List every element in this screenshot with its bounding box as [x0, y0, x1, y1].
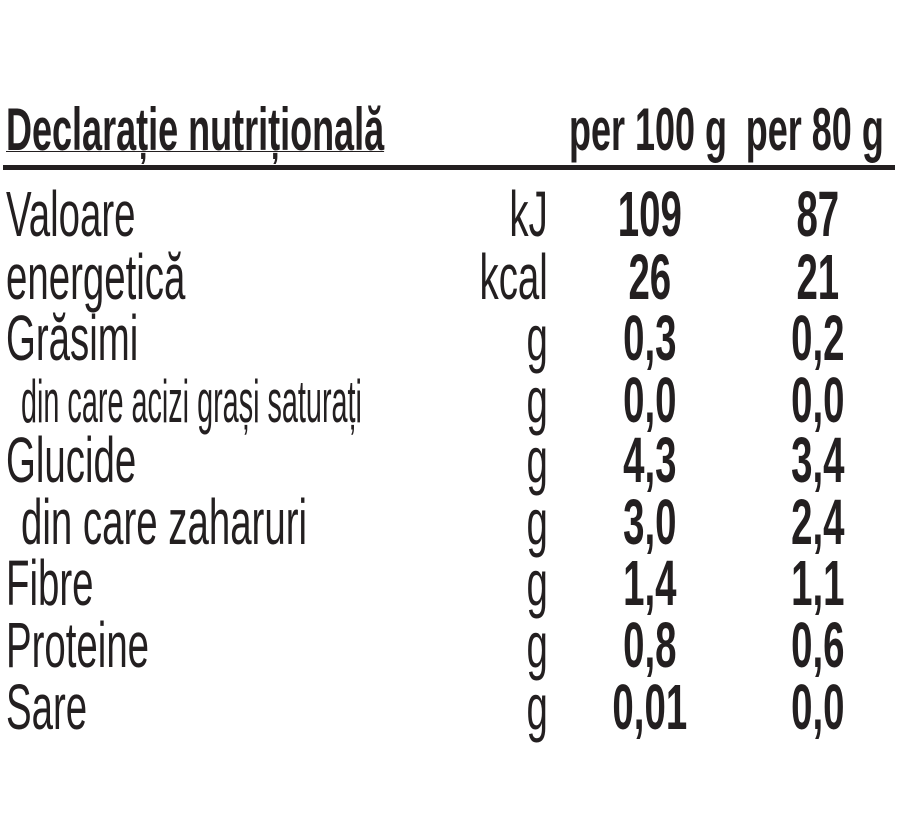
header-divider: [3, 165, 895, 170]
row-label-text: din care acizi grași saturați: [21, 368, 362, 435]
row-label-text: Sare: [6, 671, 88, 743]
value-per-100g: 0,3: [623, 302, 677, 374]
row-unit: g: [526, 364, 548, 436]
row-label-text: Proteine: [6, 609, 150, 681]
row-label: Glucide: [6, 428, 136, 492]
row-label: din care zaharuri: [21, 490, 307, 554]
row-label: din care acizi grași saturați: [21, 368, 447, 432]
value-per-80g: 0,6: [791, 609, 845, 681]
table-title: Declarație nutrițională: [6, 96, 385, 163]
row-label-text: Valoare: [6, 178, 136, 250]
value-per-80g: 0,2: [791, 302, 845, 374]
row-unit: g: [526, 609, 548, 681]
row-label: energetică: [6, 245, 185, 309]
row-unit: g: [526, 547, 548, 619]
column-header-per-80g: per 80 g: [745, 96, 884, 163]
value-per-100g: 3,0: [623, 486, 677, 558]
value-per-100g: 0,01: [612, 671, 688, 743]
row-unit: g: [526, 424, 548, 496]
value-per-80g: 3,4: [791, 424, 845, 496]
value-per-80g: 2,4: [791, 486, 845, 558]
row-unit: kJ: [509, 178, 548, 250]
row-label: Proteine: [6, 613, 149, 677]
row-unit: g: [526, 486, 548, 558]
row-label: Grăsimi: [6, 306, 138, 370]
value-per-100g: 26: [628, 241, 672, 313]
row-label: Valoare: [6, 182, 136, 246]
row-label-text: Grăsimi: [6, 302, 139, 374]
row-label-text: Fibre: [6, 547, 94, 619]
row-label-text: din care zaharuri: [21, 486, 308, 558]
value-per-80g: 87: [796, 178, 840, 250]
value-per-80g: 1,1: [791, 547, 845, 619]
value-per-100g: 0,0: [623, 364, 677, 436]
value-per-100g: 1,4: [623, 547, 677, 619]
value-per-100g: 109: [617, 178, 682, 250]
value-per-100g: 4,3: [623, 424, 677, 496]
row-unit: kcal: [479, 241, 548, 313]
row-label-text: energetică: [6, 241, 186, 313]
value-per-80g: 0,0: [791, 364, 845, 436]
value-per-80g: 0,0: [791, 671, 845, 743]
column-header-per-100g: per 100 g: [568, 96, 728, 163]
row-unit: g: [526, 671, 548, 743]
value-per-80g: 21: [796, 241, 840, 313]
value-per-100g: 0,8: [623, 609, 677, 681]
row-label-text: Glucide: [6, 424, 137, 496]
row-label: Fibre: [6, 551, 93, 615]
row-label: Sare: [6, 675, 87, 739]
row-unit: g: [526, 302, 548, 374]
